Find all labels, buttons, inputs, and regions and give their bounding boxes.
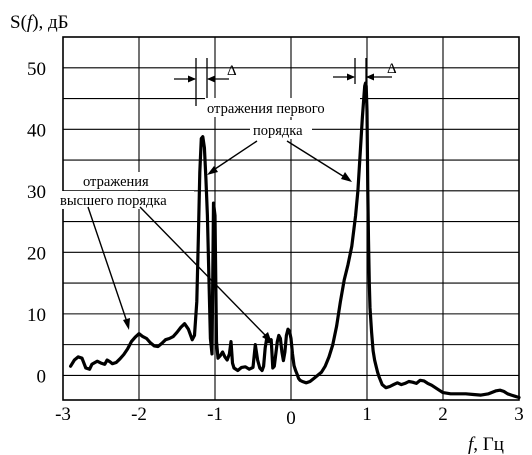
y-tick-label: 20 [27, 243, 46, 264]
x-tick-label: -2 [131, 404, 147, 425]
y-tick-label: 0 [37, 366, 47, 387]
y-tick-label: 30 [27, 182, 46, 203]
series-line [68, 81, 521, 400]
y-axis-title: S(f), дБ [10, 12, 69, 33]
x-tick-labels: -3 -2 -1 0 1 2 3 [55, 404, 524, 429]
y-tick-label: 40 [27, 120, 46, 141]
x-tick-label: -3 [55, 404, 71, 425]
x-tick-label: 3 [514, 404, 524, 425]
x-tick-label: -1 [207, 404, 223, 425]
x-tick-label: 1 [362, 404, 372, 425]
x-tick-label: 2 [438, 404, 448, 425]
delta-label-left: Δ [227, 63, 237, 79]
y-tick-label: 10 [27, 305, 46, 326]
first-order-arrows [207, 140, 352, 182]
y-tick-label: 50 [27, 59, 46, 80]
first-order-label: отражения первого [207, 101, 325, 117]
higher-order-label-line2: высшего порядка [60, 193, 167, 209]
higher-order-label: отражения [83, 174, 149, 190]
delta-marker-right: Δ [333, 58, 397, 84]
x-tick-label: 0 [286, 408, 296, 429]
x-axis-title: f, Гц [468, 434, 504, 455]
y-tick-labels: 0 10 20 30 40 50 [27, 59, 46, 388]
first-order-label-line2: порядка [253, 123, 303, 139]
delta-label-right: Δ [387, 61, 397, 77]
higher-order-arrows [87, 206, 272, 343]
